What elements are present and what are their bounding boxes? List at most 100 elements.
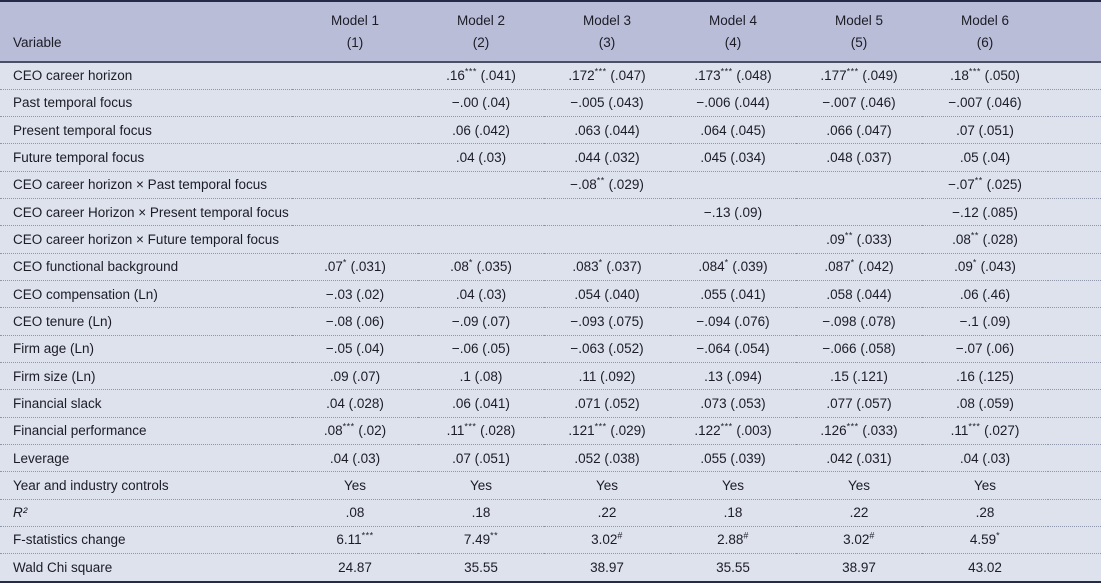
cell-model-5: −.066 (.058) — [796, 334, 922, 363]
cell-model-6: Yes — [922, 471, 1048, 499]
row-label: Leverage — [0, 443, 292, 472]
cell-model-5 — [796, 198, 922, 226]
header-right-spacer — [1048, 2, 1101, 32]
row-label: CEO career Horizon × Present temporal fo… — [0, 198, 292, 226]
table-row: Year and industry controls Yes Yes Yes Yes Ye… — [0, 471, 1101, 499]
cell-model-2: .04 (.03) — [418, 279, 544, 308]
table-row: CEO career horizon × Past temporal focus… — [0, 170, 1101, 199]
cell-model-2: .11*** (.028) — [418, 416, 544, 445]
row-right-spacer — [1048, 307, 1101, 336]
row-right-spacer — [1048, 198, 1101, 226]
cell-model-2 — [418, 170, 544, 199]
table-row: CEO career horizon .16*** (.041) .172*** (… — [0, 62, 1101, 90]
cell-model-5: .077 (.057) — [796, 389, 922, 418]
table-row: Financial slack .04 (.028) .06 (.041) .071 … — [0, 389, 1101, 418]
cell-model-4 — [670, 170, 796, 199]
cell-model-3 — [544, 198, 670, 226]
table-row: CEO career horizon × Future temporal foc… — [0, 225, 1101, 254]
row-right-spacer — [1048, 553, 1101, 581]
cell-model-5: .048 (.037) — [796, 143, 922, 172]
cell-model-2: .1 (.08) — [418, 361, 544, 390]
cell-model-4: .122*** (.003) — [670, 416, 796, 445]
row-right-spacer — [1048, 225, 1101, 254]
row-label: Past temporal focus — [0, 88, 292, 117]
cell-model-6: 43.02 — [922, 553, 1048, 581]
header-model-3: Model 3 — [544, 2, 670, 32]
header-right-spacer — [1048, 32, 1101, 62]
cell-model-5: .177*** (.049) — [796, 62, 922, 90]
variable-column-header: Variable — [0, 32, 292, 62]
table-row: Wald Chi square 24.87 35.55 38.97 35.55 38.97… — [0, 553, 1101, 581]
row-label: F-statistics change — [0, 525, 292, 554]
cell-model-4 — [670, 225, 796, 254]
cell-model-1 — [292, 116, 418, 144]
row-right-spacer — [1048, 525, 1101, 554]
cell-model-3: .172*** (.047) — [544, 62, 670, 90]
table-row: Present temporal focus .06 (.042) .063 (.0… — [0, 116, 1101, 144]
cell-model-3 — [544, 225, 670, 254]
table-row: Firm size (Ln) .09 (.07) .1 (.08) .11 (.092… — [0, 361, 1101, 390]
cell-model-6: −.007 (.046) — [922, 88, 1048, 117]
row-label: Present temporal focus — [0, 116, 292, 144]
cell-model-1: .04 (.03) — [292, 443, 418, 472]
cell-model-2: .18 — [418, 498, 544, 527]
cell-model-2: −.06 (.05) — [418, 334, 544, 363]
table-row: CEO tenure (Ln) −.08 (.06) −.09 (.07) −.093… — [0, 307, 1101, 336]
cell-model-3: −.093 (.075) — [544, 307, 670, 336]
cell-model-5: 38.97 — [796, 553, 922, 581]
header-spacer — [0, 2, 292, 32]
row-right-spacer — [1048, 88, 1101, 117]
cell-model-1 — [292, 88, 418, 117]
row-label: Wald Chi square — [0, 553, 292, 581]
cell-model-2: .07 (.051) — [418, 443, 544, 472]
cell-model-1: −.08 (.06) — [292, 307, 418, 336]
table-row: Leverage .04 (.03) .07 (.051) .052 (.038) .0… — [0, 443, 1101, 472]
cell-model-1: 24.87 — [292, 553, 418, 581]
cell-model-6: .08** (.028) — [922, 225, 1048, 254]
cell-model-5: −.007 (.046) — [796, 88, 922, 117]
row-label: CEO compensation (Ln) — [0, 279, 292, 308]
table-body: CEO career horizon .16*** (.041) .172*** (… — [0, 62, 1101, 581]
cell-model-2: .04 (.03) — [418, 143, 544, 172]
cell-model-4: .064 (.045) — [670, 116, 796, 144]
cell-model-1: .09 (.07) — [292, 361, 418, 390]
cell-model-6: −.1 (.09) — [922, 307, 1048, 336]
cell-model-6: .05 (.04) — [922, 143, 1048, 172]
cell-model-2: −.09 (.07) — [418, 307, 544, 336]
table-header: Model 1 Model 2 Model 3 Model 4 Model 5 … — [0, 2, 1101, 62]
cell-model-4: .13 (.094) — [670, 361, 796, 390]
cell-model-3: .22 — [544, 498, 670, 527]
cell-model-5: .087* (.042) — [796, 252, 922, 281]
cell-model-2: .06 (.042) — [418, 116, 544, 144]
row-right-spacer — [1048, 252, 1101, 281]
cell-model-5: .042 (.031) — [796, 443, 922, 472]
row-right-spacer — [1048, 498, 1101, 527]
cell-model-3: .121*** (.029) — [544, 416, 670, 445]
cell-model-6: −.07 (.06) — [922, 334, 1048, 363]
cell-model-4: .084* (.039) — [670, 252, 796, 281]
table-row: CEO career Horizon × Present temporal fo… — [0, 198, 1101, 226]
cell-model-4: 35.55 — [670, 553, 796, 581]
cell-model-2: 35.55 — [418, 553, 544, 581]
header-model-1: Model 1 — [292, 2, 418, 32]
table-row: F-statistics change 6.11*** 7.49** 3.02# 2.8… — [0, 525, 1101, 554]
cell-model-1 — [292, 225, 418, 254]
cell-model-1: Yes — [292, 471, 418, 499]
table-row: Firm age (Ln) −.05 (.04) −.06 (.05) −.063 (… — [0, 334, 1101, 363]
cell-model-4: .18 — [670, 498, 796, 527]
cell-model-3: .063 (.044) — [544, 116, 670, 144]
cell-model-3: 3.02# — [544, 525, 670, 554]
row-label: R² — [0, 498, 292, 527]
cell-model-5: .058 (.044) — [796, 279, 922, 308]
model-title-row: Model 1 Model 2 Model 3 Model 4 Model 5 … — [0, 2, 1101, 32]
cell-model-4: .055 (.041) — [670, 279, 796, 308]
row-right-spacer — [1048, 143, 1101, 172]
cell-model-1: −.03 (.02) — [292, 279, 418, 308]
cell-model-3: 38.97 — [544, 553, 670, 581]
header-number-6: (6) — [922, 32, 1048, 62]
cell-model-4: .045 (.034) — [670, 143, 796, 172]
cell-model-4: −.13 (.09) — [670, 198, 796, 226]
header-number-1: (1) — [292, 32, 418, 62]
